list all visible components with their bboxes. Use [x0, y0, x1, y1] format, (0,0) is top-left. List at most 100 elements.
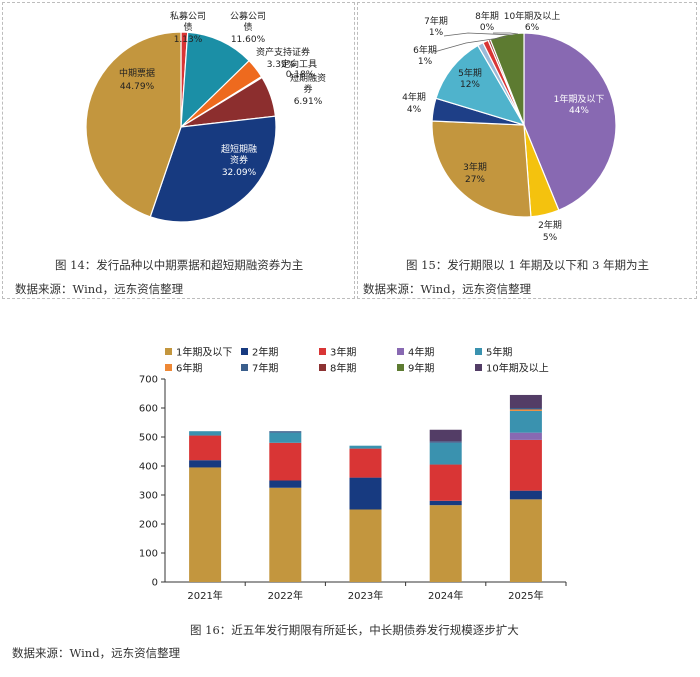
y-tick-label: 600	[139, 404, 158, 415]
bar-segment	[429, 441, 462, 443]
bar-segment	[269, 432, 302, 443]
bar-segment	[269, 480, 302, 488]
bar-segment	[269, 442, 302, 481]
pie14-slice-value: 6.91%	[294, 97, 323, 107]
pie14-slice-label: 中期票据	[119, 67, 155, 79]
pie14-slice-label: 资产支持证券	[256, 46, 310, 58]
pie15-slice-value: 12%	[460, 80, 480, 90]
legend-swatch	[319, 348, 326, 355]
legend-label: 2年期	[252, 346, 278, 359]
legend-label: 8年期	[330, 362, 356, 375]
bar-segment	[349, 445, 382, 449]
bar-segment	[349, 477, 382, 510]
pie14-slice-label: 债	[183, 21, 192, 33]
pie15-slice-label: 3年期	[463, 161, 487, 173]
pie14-slice-label: 短期融资	[290, 72, 326, 84]
legend-label: 4年期	[408, 346, 434, 359]
pie15-slice-value: 6%	[525, 23, 540, 33]
bar-segment	[189, 431, 222, 436]
bar-segment	[429, 429, 462, 442]
bar-segment	[509, 490, 542, 500]
pie15-slice-label: 7年期	[424, 15, 448, 27]
x-tick-label: 2022年	[268, 589, 303, 602]
figure-15-source: 数据来源：Wind，远东资信整理	[363, 282, 532, 296]
legend-swatch	[397, 364, 404, 371]
legend-label: 5年期	[486, 346, 512, 359]
pie15-slice-label: 8年期	[475, 10, 499, 22]
legend-label: 1年期及以下	[176, 346, 232, 359]
legend-swatch	[475, 364, 482, 371]
pie14-slice-value: 0.18%	[286, 70, 315, 80]
pie15-slice	[435, 44, 526, 127]
pie15-slice	[523, 32, 617, 211]
legend-label: 6年期	[176, 362, 202, 375]
pie15-slice-label: 2年期	[538, 219, 562, 231]
pie14-slice-label: 私募公司	[170, 10, 206, 22]
pie15-slice-value: 1%	[429, 28, 444, 38]
legend-swatch	[165, 348, 172, 355]
pie-chart-maturity: 1年期及以下44%2年期5%3年期27%4年期4%5年期12%6年期1%7年期1…	[402, 10, 617, 243]
figure-16-source: 数据来源：Wind，远东资信整理	[12, 646, 181, 660]
pie15-slice-value: 1%	[418, 57, 433, 67]
pie14-slice	[149, 115, 277, 223]
figure-14-panel: 私募公司债 1.13% 公募公司债 11.60% 资产支持证券 3.39% 定向工具 0.18…	[2, 2, 355, 299]
bar-segment	[269, 487, 302, 582]
figure-14-caption: 图 14：发行品种以中期票据和超短期融资券为主	[55, 258, 304, 272]
bar-segment	[509, 409, 542, 411]
y-tick-label: 100	[139, 549, 158, 560]
pie15-slice-label: 10年期及以上	[504, 10, 560, 22]
pie14-slice	[180, 31, 250, 129]
pie15-slice	[431, 120, 532, 218]
bar-segment	[509, 499, 542, 582]
legend-swatch	[397, 348, 404, 355]
pie15-slice-value: 27%	[465, 175, 485, 185]
pie14-slice-label: 债	[243, 21, 252, 33]
pie15-slice-label: 1年期及以下	[554, 93, 605, 105]
pie14-slice-label: 资券	[230, 154, 248, 166]
bar-segment	[189, 435, 222, 461]
x-tick-label: 2023年	[348, 589, 383, 602]
pie14-slice-label: 券	[303, 83, 312, 95]
bar-segment	[509, 408, 542, 410]
pie14-slice	[85, 31, 182, 218]
bar-segment	[349, 448, 382, 478]
bar-segment	[429, 505, 462, 582]
x-tick-label: 2024年	[428, 589, 463, 602]
pie15-slice-label: 6年期	[413, 44, 437, 56]
x-tick-label: 2021年	[187, 589, 222, 602]
pie15-slice-value: 5%	[543, 233, 558, 243]
pie14-slice-value: 44.79%	[120, 82, 155, 92]
pie15-leader-line	[493, 32, 519, 35]
bar-segment	[349, 509, 382, 582]
pie15-slice-value: 44%	[569, 106, 589, 116]
pie14-slice-label: 公募公司	[230, 10, 266, 22]
pie14-slice-label: 超短期融	[221, 143, 257, 155]
bar-segment	[509, 394, 542, 408]
bar-segment	[269, 431, 302, 433]
y-tick-label: 0	[152, 578, 158, 589]
legend-label: 7年期	[252, 362, 278, 375]
bar-segment	[429, 464, 462, 501]
legend-label: 9年期	[408, 362, 434, 375]
pie14-slice-value: 11.60%	[231, 35, 266, 45]
legend-swatch	[165, 364, 172, 371]
pie14-slice-value: 3.39%	[267, 60, 296, 70]
bar-segment	[429, 442, 462, 465]
legend-swatch	[241, 364, 248, 371]
legend-swatch	[319, 364, 326, 371]
legend-label: 10年期及以上	[486, 362, 549, 375]
pie15-leader-line	[433, 36, 507, 53]
pie15-leader-line	[443, 32, 514, 37]
figure-14-source: 数据来源：Wind，远东资信整理	[15, 282, 184, 296]
pie14-slice-value: 1.13%	[174, 35, 203, 45]
bar-segment	[509, 432, 542, 440]
y-tick-label: 400	[139, 462, 158, 473]
figure-15-panel: 1年期及以下 44% 2年期 5% 3年期 27% 4年期 4% 5年期 12% 6年期 1% 7年期 1…	[357, 2, 697, 299]
bar-segment	[509, 410, 542, 433]
bar-segment	[189, 460, 222, 468]
pie15-slice-label: 5年期	[458, 67, 482, 79]
legend-swatch	[475, 348, 482, 355]
y-tick-label: 200	[139, 520, 158, 531]
